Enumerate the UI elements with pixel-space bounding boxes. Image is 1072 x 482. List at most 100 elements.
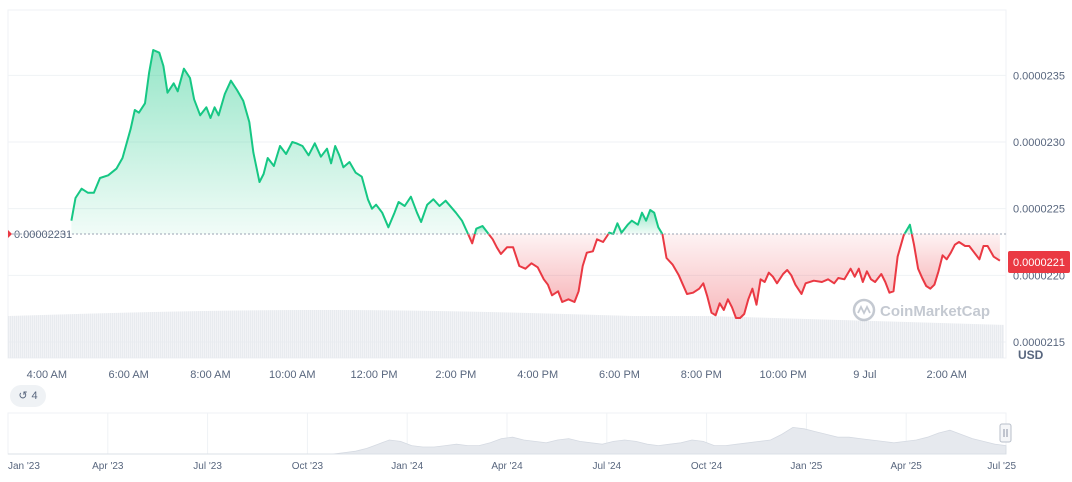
volume-bar: [808, 319, 810, 358]
price-line-up: [607, 209, 664, 235]
volume-bar: [606, 315, 608, 358]
volume-bar: [856, 320, 858, 358]
volume-bar: [726, 316, 728, 358]
volume-bar: [468, 311, 470, 358]
volume-bar: [444, 311, 446, 358]
price-areas: [71, 50, 1000, 318]
volume-bar: [980, 324, 982, 358]
volume-bar: [828, 319, 830, 358]
current-price-badge: 0.0000221: [1008, 251, 1070, 273]
volume-bar: [114, 312, 116, 358]
volume-bar: [116, 312, 118, 358]
volume-bar: [588, 314, 590, 358]
navigator-tick-label: Apr '23: [92, 461, 124, 472]
volume-bar: [720, 316, 722, 358]
volume-bar: [54, 314, 56, 358]
volume-bar: [834, 319, 836, 358]
volume-bar: [574, 314, 576, 358]
volume-bar: [492, 312, 494, 358]
volume-bar: [778, 318, 780, 358]
volume-bar: [362, 310, 364, 358]
volume-bar: [232, 310, 234, 358]
volume-bar: [102, 313, 104, 358]
volume-bar: [86, 313, 88, 358]
volume-bar: [560, 313, 562, 358]
volume-bar: [532, 313, 534, 358]
current-price-label: 0.0000221: [1013, 257, 1065, 269]
volume-bar: [540, 313, 542, 358]
volume-bar: [70, 314, 72, 358]
volume-bar: [774, 318, 776, 358]
volume-bar: [204, 310, 206, 358]
volume-bar: [446, 311, 448, 358]
volume-bar: [146, 312, 148, 358]
volume-bar: [126, 312, 128, 358]
volume-bar: [732, 316, 734, 358]
volume-bar: [188, 311, 190, 358]
volume-bar: [12, 315, 14, 358]
volume-bar: [992, 324, 994, 358]
volume-bar: [178, 311, 180, 358]
volume-bar: [566, 314, 568, 358]
volume-bar: [122, 312, 124, 358]
volume-bar: [482, 311, 484, 358]
volume-bar: [690, 316, 692, 358]
volume-bar: [928, 322, 930, 358]
volume-bar: [628, 315, 630, 358]
volume-bar: [366, 310, 368, 358]
volume-bar: [972, 323, 974, 358]
volume-bar: [692, 316, 694, 358]
volume-bar: [770, 317, 772, 358]
price-lines: [70, 49, 1001, 319]
history-badge[interactable]: ↺ 4: [10, 385, 46, 407]
volume-bar: [618, 315, 620, 358]
volume-bar: [988, 324, 990, 358]
volume-bar: [408, 310, 410, 358]
volume-bar: [886, 321, 888, 358]
volume-bar: [964, 323, 966, 358]
volume-bar: [632, 316, 634, 358]
volume-bar: [798, 318, 800, 358]
volume-bar: [34, 315, 36, 358]
navigator-handle-grip[interactable]: [999, 423, 1012, 443]
x-axis-labels: 4:00 AM 6:00 AM 8:00 AM 10:00 AM 12:00 PM 2:0…: [27, 369, 967, 381]
volume-bar: [780, 318, 782, 358]
navigator-series: [8, 426, 1007, 455]
currency-label: USD: [1018, 348, 1044, 362]
volume-bar: [922, 322, 924, 358]
volume-bar: [148, 312, 150, 358]
volume-bar: [536, 313, 538, 358]
volume-bar: [412, 310, 414, 358]
volume-bar: [118, 312, 120, 358]
volume-bar: [554, 313, 556, 358]
navigator-handle[interactable]: [999, 423, 1012, 443]
navigator-tick-label: Jul '25: [987, 461, 1016, 472]
volume-bar: [764, 317, 766, 358]
volume-bar: [802, 318, 804, 358]
volume-bar: [450, 311, 452, 358]
x-tick-label: 8:00 PM: [681, 369, 722, 381]
volume-bar: [746, 317, 748, 358]
volume-bar: [598, 314, 600, 358]
x-tick-label: 4:00 PM: [517, 369, 558, 381]
volume-bar: [8, 316, 10, 358]
volume-bar: [960, 323, 962, 358]
volume-bar: [700, 316, 702, 358]
volume-bar: [826, 319, 828, 358]
navigator-tick-label: Apr '25: [891, 461, 923, 472]
volume-bar: [392, 310, 394, 358]
volume-bar: [870, 320, 872, 358]
volume-bar: [736, 316, 738, 358]
volume-bar: [66, 314, 68, 358]
volume-bar: [174, 311, 176, 358]
volume-bar: [976, 324, 978, 358]
volume-bar: [528, 313, 530, 358]
volume-bar: [212, 310, 214, 358]
volume-bar: [878, 321, 880, 358]
volume-bar: [738, 316, 740, 358]
volume-bar: [316, 310, 318, 358]
volume-bar: [860, 320, 862, 358]
volume-bar: [544, 313, 546, 358]
